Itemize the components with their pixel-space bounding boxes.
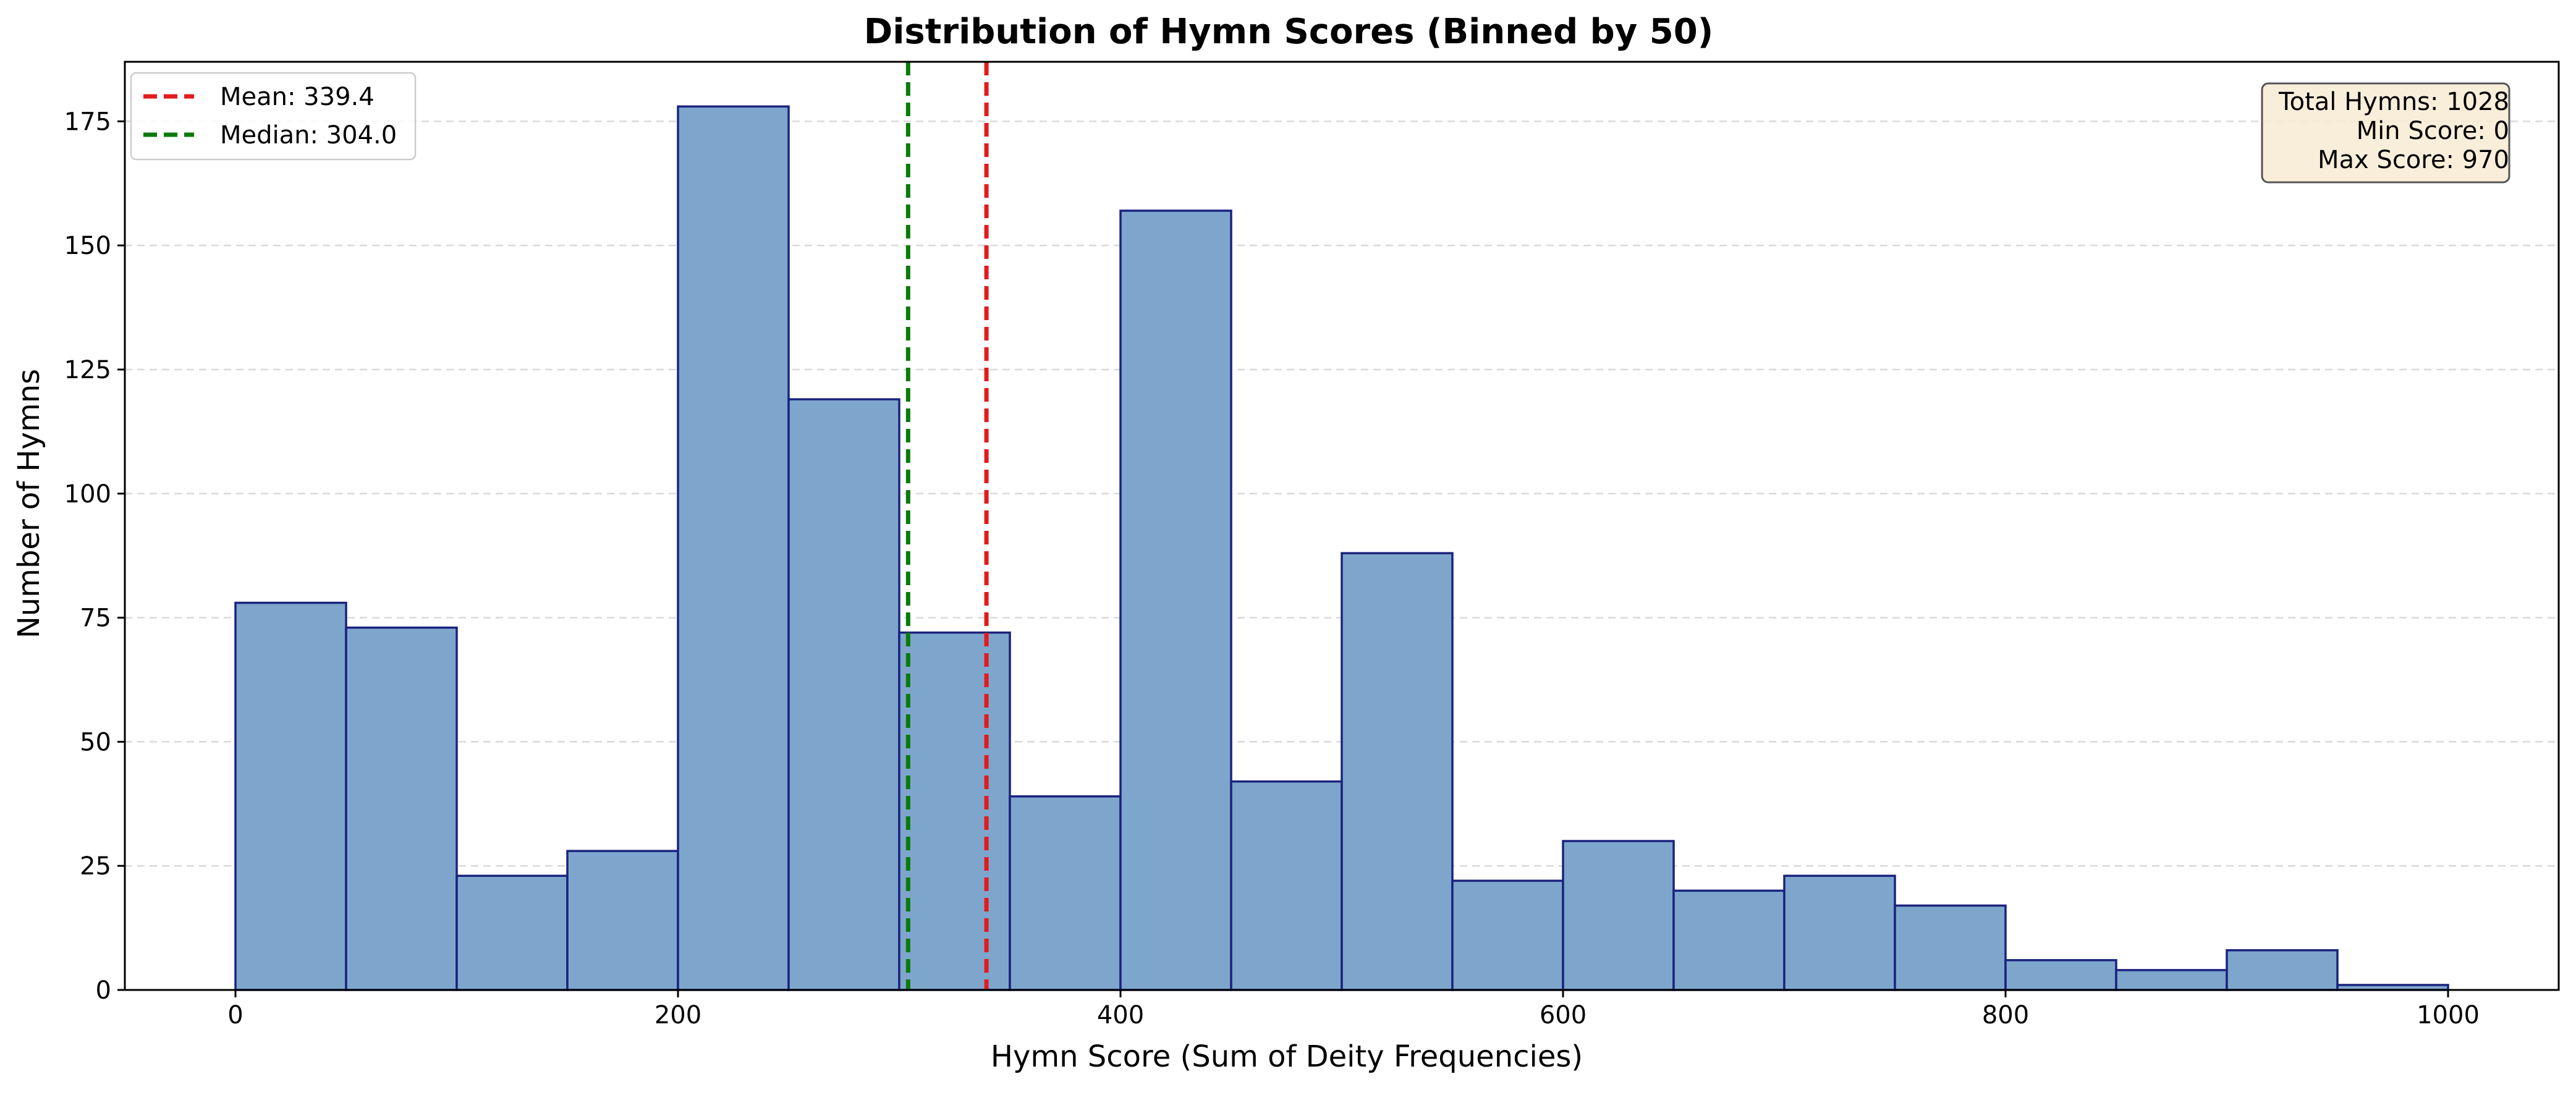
- x-tick-label: 1000: [2417, 1001, 2480, 1029]
- y-tick-label: 0: [96, 976, 111, 1005]
- y-tick-label: 150: [64, 232, 111, 260]
- y-tick-label: 100: [64, 480, 111, 509]
- histogram-bar: [1672, 889, 1786, 991]
- histogram-bar: [898, 631, 1011, 991]
- histogram-bar: [566, 850, 679, 991]
- histogram-bar: [1451, 879, 1564, 991]
- y-axis-label: Number of Hymns: [12, 369, 46, 638]
- y-tick-label: 125: [64, 356, 111, 384]
- histogram-bar: [787, 398, 900, 991]
- histogram-bar: [2226, 949, 2339, 991]
- reference-lines: [905, 62, 989, 990]
- plot-frame: [124, 61, 2560, 991]
- legend: Mean: 339.4 Median: 304.0: [130, 72, 417, 161]
- histogram-bar: [1894, 904, 2007, 991]
- x-tick-label: 400: [1097, 1001, 1144, 1029]
- stats-min-score: Min Score: 0: [2357, 117, 2509, 145]
- histogram-bar: [1009, 795, 1122, 991]
- legend-median-label: Median: 304.0: [220, 121, 397, 150]
- stats-total-hymns: Total Hymns: 1028: [2278, 88, 2509, 116]
- y-tick-label: 50: [80, 728, 111, 756]
- histogram-bar: [234, 601, 347, 991]
- x-axis-label: Hymn Score (Sum of Deity Frequencies): [991, 1039, 1583, 1074]
- histogram-bar: [345, 626, 458, 991]
- histogram-bar: [1230, 780, 1343, 991]
- tick-marks: 0 200 400 600 800 1000 0 25 50 75 100 125 150 175: [64, 108, 2480, 1029]
- histogram-bar: [1119, 209, 1232, 991]
- histogram-bar: [455, 874, 569, 991]
- x-tick-label: 800: [1982, 1001, 2029, 1029]
- histogram-bar: [2004, 959, 2117, 991]
- histogram-bars: [234, 105, 2449, 991]
- x-tick-label: 600: [1540, 1001, 1587, 1029]
- chart-title: Distribution of Hymn Scores (Binned by 5…: [864, 12, 1714, 52]
- stats-box-background: [2261, 82, 2510, 184]
- y-tick-label: 175: [64, 108, 111, 136]
- histogram-bar: [1783, 874, 1896, 991]
- legend-box: [130, 72, 417, 161]
- y-tick-label: 75: [80, 604, 111, 633]
- legend-mean-label: Mean: 339.4: [220, 83, 375, 111]
- axes: [124, 61, 2560, 991]
- x-tick-label: 0: [227, 1001, 243, 1029]
- histogram-bar: [1341, 552, 1454, 991]
- stats-box: Total Hymns: 1028 Min Score: 0 Max Score…: [2261, 82, 2510, 184]
- histogram-bar: [2115, 969, 2228, 991]
- histogram-bar: [677, 105, 790, 991]
- stats-max-score: Max Score: 970: [2318, 146, 2509, 174]
- histogram-bar: [1562, 840, 1675, 991]
- x-tick-label: 200: [655, 1001, 701, 1029]
- y-tick-label: 25: [80, 852, 111, 881]
